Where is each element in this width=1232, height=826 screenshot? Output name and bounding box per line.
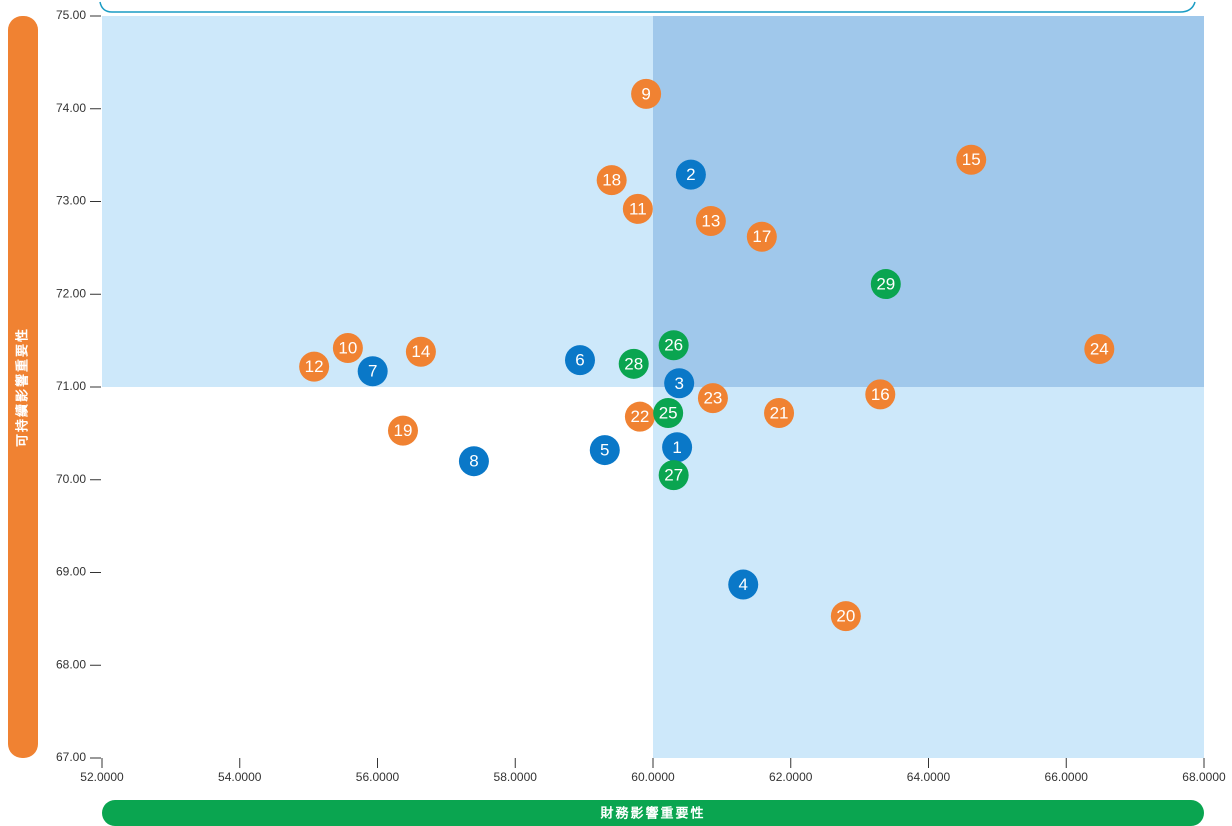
point-label: 16 [871, 385, 890, 404]
x-axis-label: 財務影響重要性 [599, 805, 705, 820]
point-label: 20 [836, 607, 855, 626]
y-tick-label: 72.00 [56, 286, 86, 300]
point-label: 12 [305, 357, 324, 376]
point [405, 336, 436, 367]
y-tick-label: 69.00 [56, 565, 86, 579]
point [658, 330, 689, 361]
point-label: 10 [338, 339, 357, 358]
point [596, 165, 627, 196]
point [299, 351, 330, 382]
x-tick-label: 66.0000 [1045, 770, 1089, 784]
quadrant [102, 16, 653, 387]
point-label: 21 [770, 403, 789, 422]
point [658, 460, 689, 491]
point-label: 27 [664, 466, 683, 485]
point-label: 9 [641, 84, 650, 103]
point-label: 5 [600, 441, 609, 460]
point [728, 569, 759, 600]
x-tick-label: 58.0000 [494, 770, 538, 784]
point [624, 401, 655, 432]
point [622, 193, 653, 224]
point-label: 19 [394, 421, 413, 440]
point [589, 435, 620, 466]
y-tick-label: 75.00 [56, 8, 86, 22]
point-label: 1 [672, 438, 681, 457]
y-tick-label: 73.00 [56, 194, 86, 208]
point [697, 383, 728, 414]
point [870, 269, 901, 300]
point [695, 205, 726, 236]
point-label: 3 [674, 374, 683, 393]
point [387, 415, 418, 446]
point-label: 26 [664, 336, 683, 355]
point-label: 17 [752, 227, 771, 246]
y-tick-label: 68.00 [56, 657, 86, 671]
point-label: 4 [738, 575, 747, 594]
point-label: 15 [962, 150, 981, 169]
point-label: 18 [602, 171, 621, 190]
x-tick-label: 52.0000 [80, 770, 124, 784]
point-label: 6 [575, 351, 584, 370]
point [631, 78, 662, 109]
point-label: 11 [629, 199, 647, 218]
y-tick-label: 70.00 [56, 472, 86, 486]
y-tick-label: 67.00 [56, 750, 86, 764]
point-label: 7 [368, 362, 377, 381]
point [675, 159, 706, 190]
x-tick-label: 54.0000 [218, 770, 262, 784]
y-label-bar [8, 16, 38, 758]
point [662, 432, 693, 463]
y-tick-label: 74.00 [56, 101, 86, 115]
point [956, 144, 987, 175]
point-label: 23 [703, 389, 722, 408]
point [1084, 333, 1115, 364]
y-axis-label: 可持續影響重要性 [14, 327, 29, 447]
x-tick-label: 56.0000 [356, 770, 400, 784]
x-label-bar [102, 800, 1204, 826]
point-label: 29 [876, 275, 895, 294]
point [458, 446, 489, 477]
point [664, 368, 695, 399]
point-label: 8 [469, 452, 478, 471]
point [357, 356, 388, 387]
point-label: 14 [411, 342, 430, 361]
point [865, 379, 896, 410]
point [830, 601, 861, 632]
point-label: 13 [701, 211, 720, 230]
top-border [99, 1, 1196, 13]
x-tick-label: 62.0000 [769, 770, 813, 784]
point-label: 24 [1090, 339, 1109, 358]
point-label: 25 [659, 403, 678, 422]
y-tick-label: 71.00 [56, 379, 86, 393]
point [618, 348, 649, 379]
point [332, 333, 363, 364]
point-label: 22 [630, 407, 649, 426]
x-tick-label: 64.0000 [907, 770, 951, 784]
quadrant [102, 387, 653, 758]
quadrant [653, 16, 1204, 387]
point [764, 397, 795, 428]
x-tick-label: 60.0000 [631, 770, 675, 784]
point-label: 28 [624, 354, 643, 373]
point [653, 397, 684, 428]
point [746, 221, 777, 252]
point [564, 345, 595, 376]
point-label: 2 [686, 165, 695, 184]
x-tick-label: 68.0000 [1182, 770, 1226, 784]
